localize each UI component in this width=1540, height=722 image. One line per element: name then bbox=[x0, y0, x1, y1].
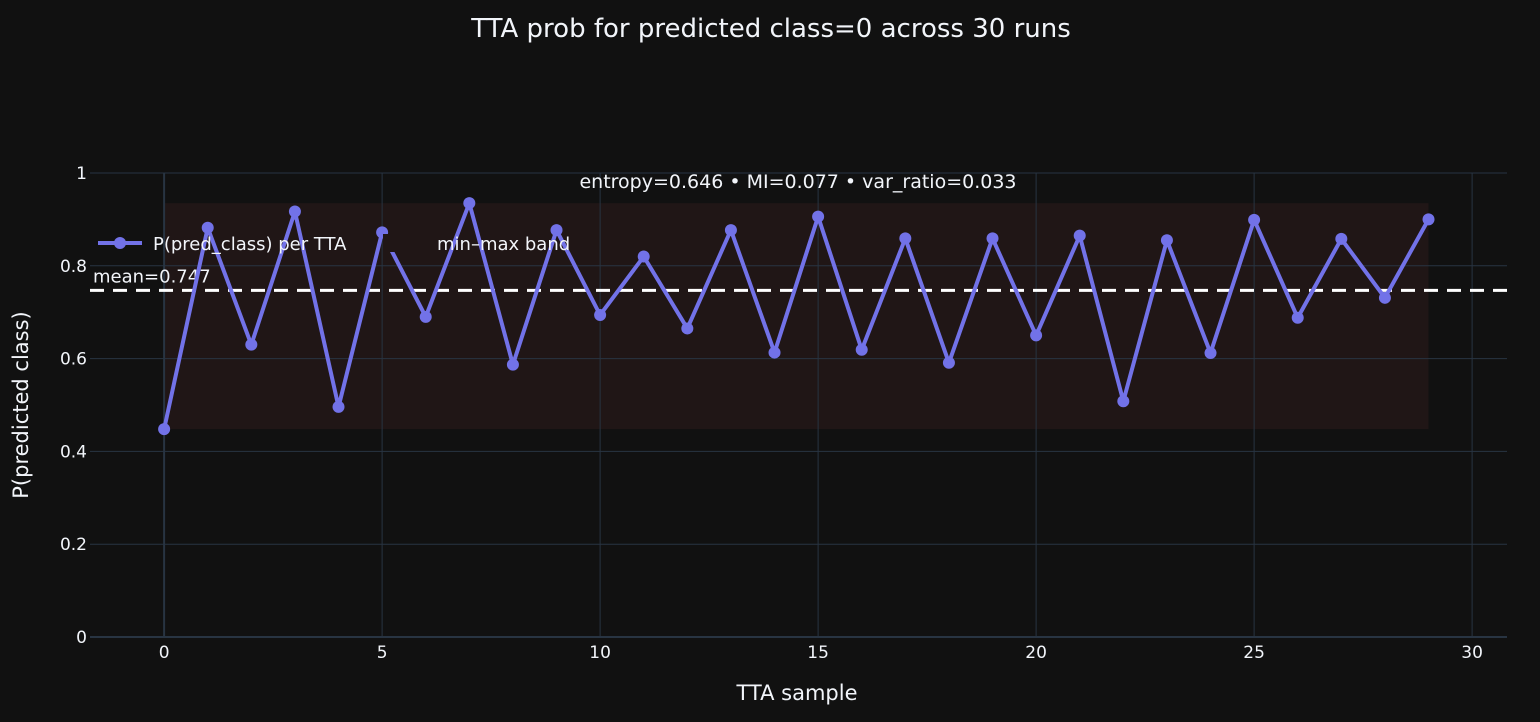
data-point bbox=[550, 224, 563, 237]
data-point bbox=[1117, 395, 1130, 408]
x-tick-label: 10 bbox=[589, 643, 611, 663]
data-point bbox=[855, 343, 868, 356]
y-tick-label: 1 bbox=[76, 164, 87, 184]
data-point bbox=[288, 205, 301, 218]
data-point bbox=[812, 210, 825, 223]
x-tick-label: 0 bbox=[159, 643, 170, 663]
legend-marker-swatch[interactable] bbox=[114, 237, 126, 249]
data-point bbox=[1422, 213, 1435, 226]
data-point bbox=[419, 310, 432, 323]
data-point bbox=[201, 221, 214, 234]
x-tick-label: 20 bbox=[1025, 643, 1047, 663]
data-point bbox=[768, 346, 781, 359]
data-point bbox=[463, 197, 476, 210]
data-point bbox=[1073, 229, 1086, 242]
x-tick-label: 15 bbox=[807, 643, 829, 663]
data-point bbox=[506, 358, 519, 371]
data-point bbox=[724, 224, 737, 237]
y-tick-label: 0.6 bbox=[60, 350, 87, 370]
min-max-band bbox=[164, 203, 1429, 430]
data-point bbox=[1248, 213, 1261, 226]
series-layer bbox=[158, 197, 1435, 436]
chart-title: TTA prob for predicted class=0 across 30… bbox=[470, 14, 1071, 44]
data-point bbox=[681, 322, 694, 335]
y-tick-label: 0.4 bbox=[60, 442, 87, 462]
data-point bbox=[1335, 232, 1348, 245]
y-tick-label: 0.2 bbox=[60, 535, 87, 555]
data-point bbox=[158, 423, 171, 436]
legend-label-band[interactable]: min–max band bbox=[437, 234, 570, 255]
x-tick-label: 5 bbox=[377, 643, 388, 663]
y-axis-label: P(predicted class) bbox=[9, 311, 33, 498]
band-layer bbox=[164, 203, 1429, 430]
x-tick-label: 30 bbox=[1461, 643, 1483, 663]
data-point bbox=[942, 356, 955, 369]
axis-layer: 0 5 10 15 20 25 30 0 0.2 0.4 0.6 0.8 1 bbox=[60, 164, 1483, 663]
data-point bbox=[332, 400, 345, 413]
legend-layer[interactable]: P(pred_class) per TTA min–max band bbox=[98, 234, 570, 255]
data-point bbox=[899, 232, 912, 245]
legend-label-series[interactable]: P(pred_class) per TTA bbox=[153, 234, 347, 255]
mean-label: mean=0.747 bbox=[93, 266, 211, 287]
data-point bbox=[1204, 347, 1217, 360]
data-point bbox=[1291, 311, 1304, 324]
data-point bbox=[245, 338, 258, 351]
series-line-p-pred-class bbox=[162, 201, 1431, 430]
legend-band-swatch[interactable] bbox=[383, 234, 427, 252]
mean-layer: mean=0.747 bbox=[90, 266, 1507, 292]
data-point bbox=[1378, 291, 1391, 304]
y-tick-label: 0.8 bbox=[60, 257, 87, 277]
text-layer: TTA prob for predicted class=0 across 30… bbox=[9, 14, 1071, 705]
data-point bbox=[1030, 329, 1043, 342]
data-point bbox=[594, 308, 607, 321]
stats-annotation: entropy=0.646 • MI=0.077 • var_ratio=0.0… bbox=[579, 171, 1016, 193]
data-point bbox=[637, 250, 650, 263]
x-axis-label: TTA sample bbox=[735, 681, 857, 705]
data-point bbox=[986, 232, 999, 245]
data-point bbox=[1160, 234, 1173, 247]
y-tick-label: 0 bbox=[76, 628, 87, 648]
x-tick-label: 25 bbox=[1243, 643, 1265, 663]
